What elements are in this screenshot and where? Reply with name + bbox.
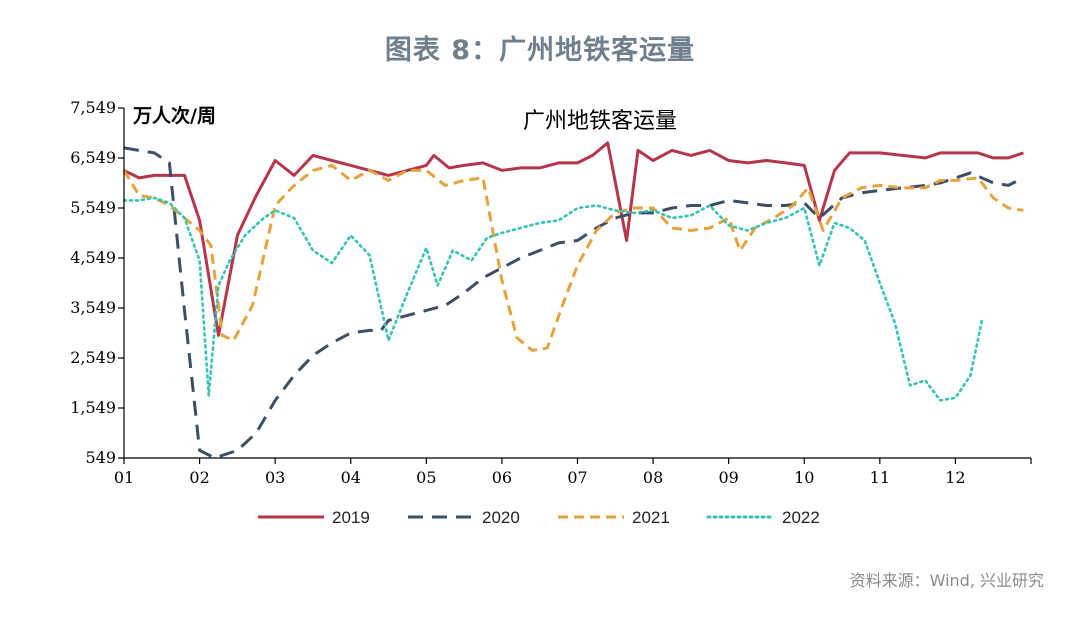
x-tick-label: 07 [567, 468, 587, 487]
y-tick-label: 6,549 [70, 148, 116, 167]
x-tick-label: 08 [643, 468, 663, 487]
x-tick-label: 12 [945, 468, 965, 487]
x-tick-label: 03 [265, 468, 285, 487]
y-tick-label: 7,549 [70, 98, 116, 117]
x-tick-label: 04 [341, 468, 361, 487]
y-tick-label: 4,549 [70, 248, 116, 267]
axes [123, 108, 1031, 459]
series-line-2020 [123, 146, 1025, 460]
x-tick-label: 05 [416, 468, 436, 487]
x-tick-label: 02 [189, 468, 209, 487]
series-line-2019 [123, 141, 1024, 337]
legend: 2019 2020 2021 2022 [258, 508, 820, 527]
legend-label-2021: 2021 [632, 508, 670, 527]
y-tick-label: 5,549 [70, 198, 116, 217]
x-tick-label: 10 [794, 468, 814, 487]
legend-label-2022: 2022 [782, 508, 820, 527]
legend-label-2020: 2020 [482, 508, 520, 527]
x-tick-label: 01 [114, 468, 134, 487]
x-ticks: 01 02 03 04 05 06 07 08 09 10 11 12 [114, 458, 1032, 487]
series-line-2021 [122, 163, 1024, 352]
y-tick-label: 1,549 [70, 398, 116, 417]
x-tick-label: 09 [718, 468, 738, 487]
y-tick-label: 549 [85, 448, 116, 467]
chart-title: 广州地铁客运量 [523, 109, 677, 134]
figure-title: 图表 8：广州地铁客运量 [384, 35, 696, 66]
plot-area [122, 141, 1025, 460]
series-line-2022 [122, 196, 984, 402]
legend-label-2019: 2019 [332, 508, 370, 527]
y-unit-label: 万人次/周 [132, 104, 216, 127]
x-tick-label: 06 [492, 468, 512, 487]
y-tick-label: 3,549 [70, 298, 116, 317]
y-ticks: 549 1,549 2,549 3,549 4,549 5,549 6,549 7,549 [70, 98, 124, 467]
x-tick-label: 11 [870, 468, 890, 487]
source-note: 资料来源：Wind, 兴业研究 [849, 571, 1044, 590]
y-tick-label: 2,549 [70, 348, 116, 367]
